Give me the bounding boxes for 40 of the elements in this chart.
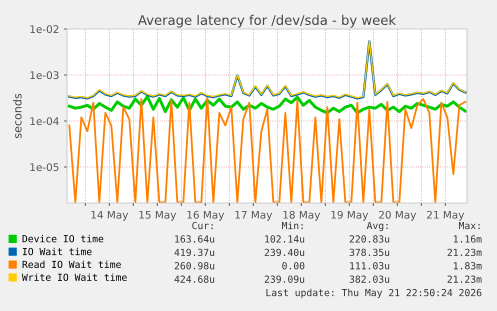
legend-label: Device IO time (22, 234, 104, 242)
y-tick-label: 1e-04 (30, 117, 59, 126)
x-tick-label: 18 May (283, 210, 320, 221)
chart-title: Average latency for /dev/sda - by week (138, 14, 396, 28)
legend-label: Write IO Wait time (22, 273, 127, 281)
y-axis-title: seconds (13, 94, 22, 138)
y-tick-label: 1e-05 (30, 163, 58, 172)
x-tick-label: 21 May (427, 210, 464, 221)
legend-label: Read IO Wait time (22, 260, 121, 268)
text: 0.00 (282, 262, 304, 270)
text: Max: (458, 222, 480, 230)
text: 239.40u (264, 248, 304, 256)
text: 1.83m (454, 262, 482, 270)
text: 1.16m (454, 235, 482, 243)
x-tick-label: 19 May (331, 210, 368, 221)
text: 260.98u (174, 262, 214, 270)
text: 163.64u (175, 235, 214, 243)
x-tick-label: 17 May (235, 210, 272, 221)
text: 419.37u (174, 248, 214, 256)
x-tick-label: 16 May (187, 210, 224, 221)
text: 220.83u (350, 235, 390, 243)
text: 382.03u (350, 276, 390, 283)
text: 239.09u (264, 276, 304, 283)
legend-label: IO Wait time (22, 248, 92, 256)
text: 21.23m (448, 248, 482, 256)
y-tick-label: 1e-02 (30, 25, 58, 34)
text: 378.35u (350, 248, 390, 256)
text: Min: (282, 222, 303, 230)
text: Last update: Thu May 21 22:50:24 2026 (266, 288, 482, 298)
text: 111.03u (350, 262, 390, 270)
line-series (68, 95, 467, 114)
x-tick-label: 14 May (91, 210, 128, 221)
y-tick-label: 1e-03 (30, 71, 59, 80)
text: Avg: (366, 222, 388, 232)
text: 102.14u (265, 235, 304, 243)
x-tick-label: 20 May (379, 210, 416, 221)
text: 424.68u (174, 276, 214, 283)
text: Cur: (192, 222, 213, 230)
x-tick-label: 15 May (139, 210, 176, 221)
text: 21.23m (448, 276, 482, 283)
